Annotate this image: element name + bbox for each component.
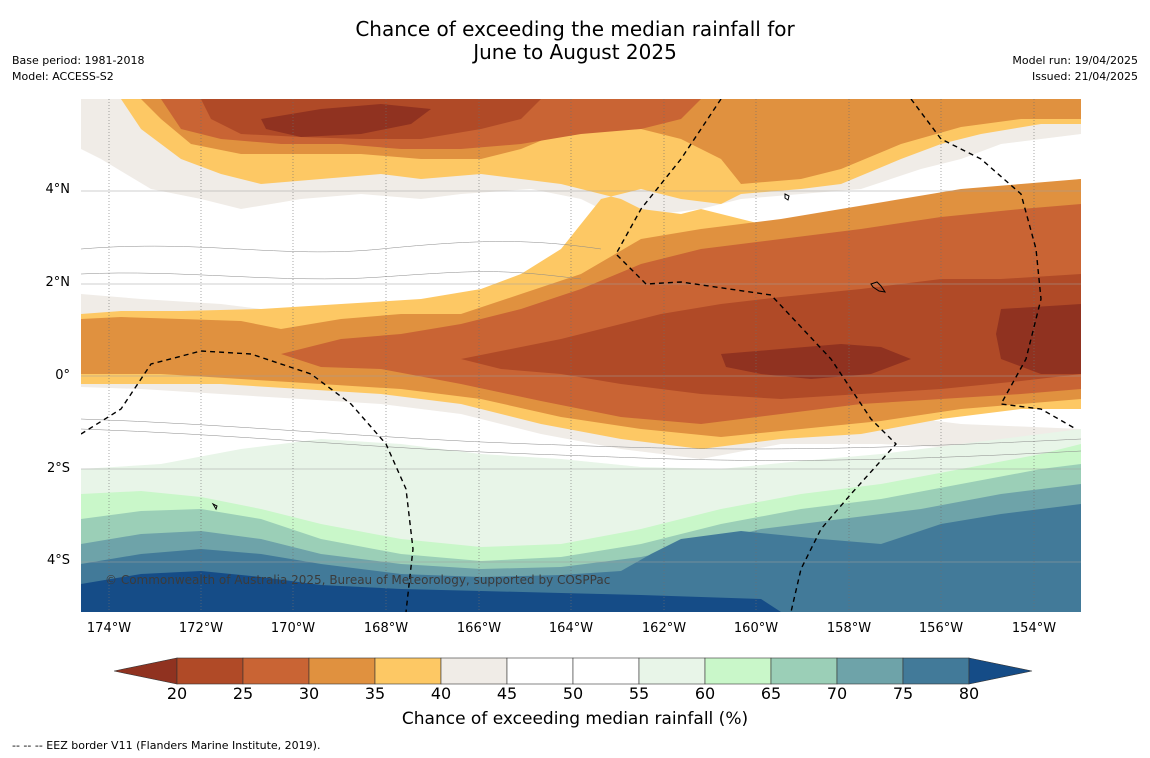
colorbar-over-triangle [968, 657, 1033, 685]
lon-tick-164w: 164°W [548, 621, 594, 636]
title-line-2: June to August 2025 [473, 40, 677, 64]
band-75-80 [81, 504, 1081, 612]
colorbar-under-triangle [114, 657, 178, 685]
lon-tick-170w: 170°W [270, 621, 316, 636]
colorbar-cell-50-55 [572, 657, 640, 685]
colorbar-cell-55-60 [638, 657, 706, 685]
eez-border [81, 99, 1077, 612]
colorbar-title: Chance of exceeding median rainfall (%) [401, 709, 749, 729]
lon-tick-168w: 168°W [363, 621, 409, 636]
colorbar-cell-75-80 [902, 657, 970, 685]
colorbar-cell-20-25 [176, 657, 244, 685]
band-under-20 [261, 104, 1081, 379]
colorbar-cell-25-30 [242, 657, 310, 685]
rainfall-map[interactable]: © Commonwealth of Australia 2025, Bureau… [81, 99, 1081, 612]
band-20-25 [201, 99, 1081, 399]
map-title: Chance of exceeding the median rainfall … [0, 18, 1150, 64]
colorbar-cell-65-70 [770, 657, 838, 685]
colorbar-tick-35: 35 [364, 684, 386, 703]
colorbar-tick-60: 60 [694, 684, 716, 703]
band-over-80 [81, 571, 781, 612]
colorbar-cell-30-35 [308, 657, 376, 685]
colorbar-tick-45: 45 [496, 684, 518, 703]
lon-tick-162w: 162°W [641, 621, 687, 636]
copyright-text: © Commonwealth of Australia 2025, Bureau… [105, 573, 611, 587]
lon-tick-174w: 174°W [86, 621, 132, 636]
colorbar-tick-70: 70 [826, 684, 848, 703]
lat-tick-2s: 2°S [46, 461, 70, 476]
eez-legend-footer: -- -- -- EEZ border V11 (Flanders Marine… [12, 739, 321, 752]
colorbar-tick-50: 50 [562, 684, 584, 703]
issued-text: Issued: 21/04/2025 [1031, 70, 1138, 83]
lon-tick-172w: 172°W [178, 621, 224, 636]
colorbar-cell-45-50 [506, 657, 574, 685]
title-line-1: Chance of exceeding the median rainfall … [355, 17, 795, 41]
lon-tick-156w: 156°W [918, 621, 964, 636]
rainfall-map-canvas [81, 99, 1081, 612]
colorbar-tick-55: 55 [628, 684, 650, 703]
colorbar-tick-20: 20 [166, 684, 188, 703]
lat-tick-4s: 4°S [46, 553, 70, 568]
metadata-right: Model run: 19/04/2025 Issued: 21/04/2025 [1012, 53, 1138, 85]
colorbar-tick-65: 65 [760, 684, 782, 703]
contour-lines [81, 241, 1081, 461]
lon-tick-166w: 166°W [456, 621, 502, 636]
graticule [81, 99, 1081, 612]
lon-tick-154w: 154°W [1011, 621, 1057, 636]
model-text: Model: ACCESS-S2 [12, 70, 114, 83]
colorbar-tick-80: 80 [958, 684, 980, 703]
lon-tick-160w: 160°W [733, 621, 779, 636]
lat-tick-4n: 4°N [45, 182, 71, 197]
colorbar-tick-25: 25 [232, 684, 254, 703]
lat-tick-2n: 2°N [45, 275, 71, 290]
colorbar [114, 657, 1033, 685]
colorbar-tick-75: 75 [892, 684, 914, 703]
lat-tick-0: 0° [55, 368, 70, 383]
colorbar-cell-35-40 [374, 657, 442, 685]
colorbar-tick-30: 30 [298, 684, 320, 703]
colorbar-tick-40: 40 [430, 684, 452, 703]
colorbar-cell-60-65 [704, 657, 772, 685]
base-period-text: Base period: 1981-2018 [12, 54, 145, 67]
colorbar-cell-40-45 [440, 657, 508, 685]
colorbar-cells [114, 657, 1033, 685]
model-run-text: Model run: 19/04/2025 [1012, 54, 1138, 67]
lon-tick-158w: 158°W [826, 621, 872, 636]
islands [211, 193, 887, 511]
colorbar-cell-70-75 [836, 657, 904, 685]
metadata-left: Base period: 1981-2018 Model: ACCESS-S2 [12, 53, 144, 85]
